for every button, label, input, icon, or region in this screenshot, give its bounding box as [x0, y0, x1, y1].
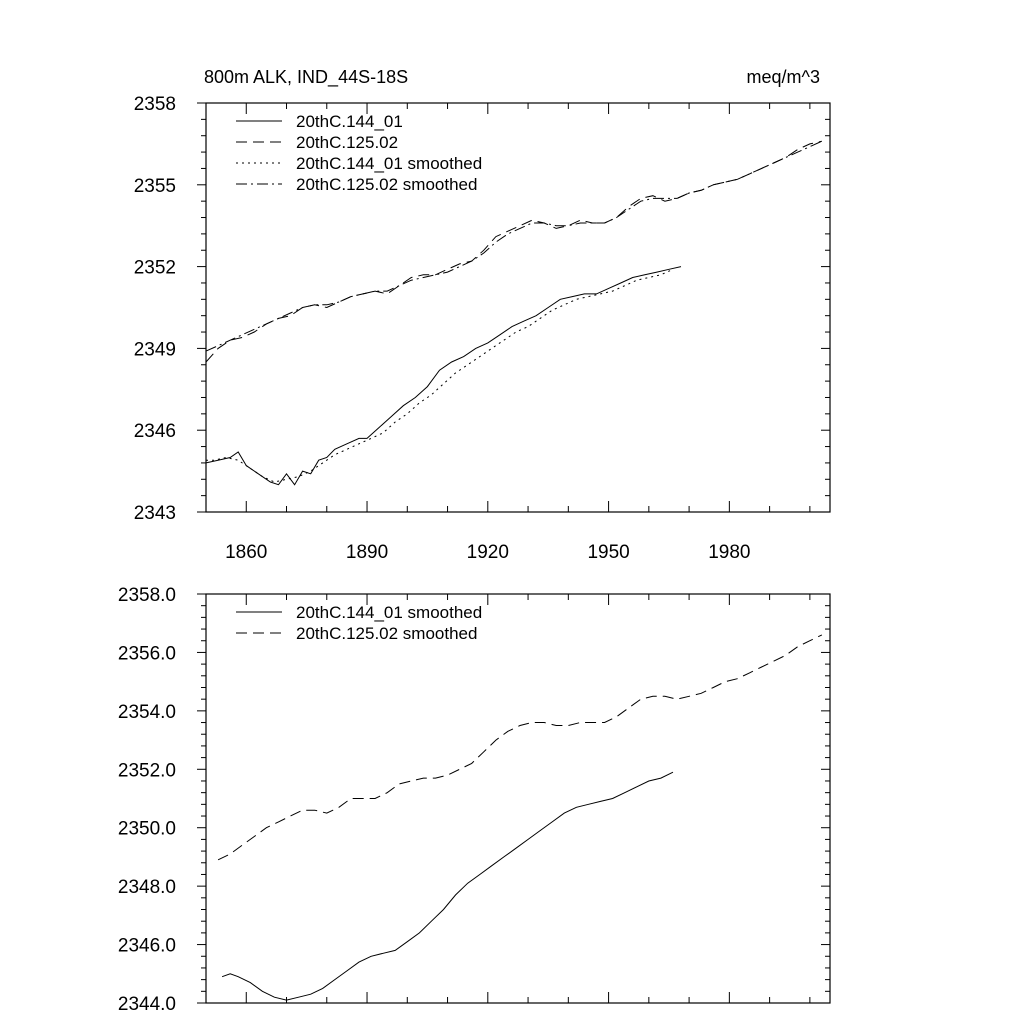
series-line-1	[205, 266, 682, 486]
series-line-3	[206, 268, 674, 483]
legend-label: 20thC.144_01 smoothed	[296, 154, 482, 173]
x-tick-label: 1890	[346, 542, 388, 563]
x-tick-label: 1860	[225, 542, 267, 563]
plot-frame	[205, 593, 831, 1004]
x-tick-label: 1920	[467, 542, 509, 563]
x-tick-label: 1950	[587, 542, 629, 563]
x-tick-label: 1980	[708, 542, 750, 563]
legend-label: 20thC.125.02	[296, 133, 398, 152]
y-tick-label: 2352	[134, 258, 176, 279]
y-tick-label: 2358.0	[118, 585, 176, 606]
legend-label: 20thC.144_01 smoothed	[296, 603, 482, 622]
y-tick-label: 2343	[134, 503, 176, 524]
y-tick-label: 2346	[134, 421, 176, 442]
units-label: meq/m^3	[747, 67, 820, 87]
chart-title: 800m ALK, IND_44S-18S	[204, 67, 408, 88]
y-tick-label: 2344.0	[118, 994, 176, 1015]
series-line-2	[217, 634, 823, 861]
legend-label: 20thC.125.02 smoothed	[296, 624, 477, 643]
chart-panel-2: 2344.0 2346.0 2348.0 2350.0 2352.0 2354.0 2356…	[118, 585, 831, 1015]
series-line-1	[221, 771, 674, 1001]
legend-label: 20thC.125.02 smoothed	[296, 175, 477, 194]
series-line-4	[205, 140, 823, 352]
y-tick-label: 2346.0	[118, 936, 176, 957]
chart-panel-1: 2343 2346 2349 2352 2355 2358 1860 1890 1920 1950…	[134, 67, 831, 563]
y-tick-label: 2354.0	[118, 702, 176, 723]
y-tick-label: 2355	[134, 176, 176, 197]
y-tick-label: 2352.0	[118, 760, 176, 781]
plot-frame	[205, 102, 831, 513]
legend-label: 20thC.144_01	[296, 112, 403, 131]
y-tick-label: 2356.0	[118, 643, 176, 664]
y-tick-label: 2349	[134, 339, 176, 360]
y-tick-label: 2350.0	[118, 819, 176, 840]
y-tick-label: 2358	[134, 94, 176, 115]
y-tick-label: 2348.0	[118, 877, 176, 898]
